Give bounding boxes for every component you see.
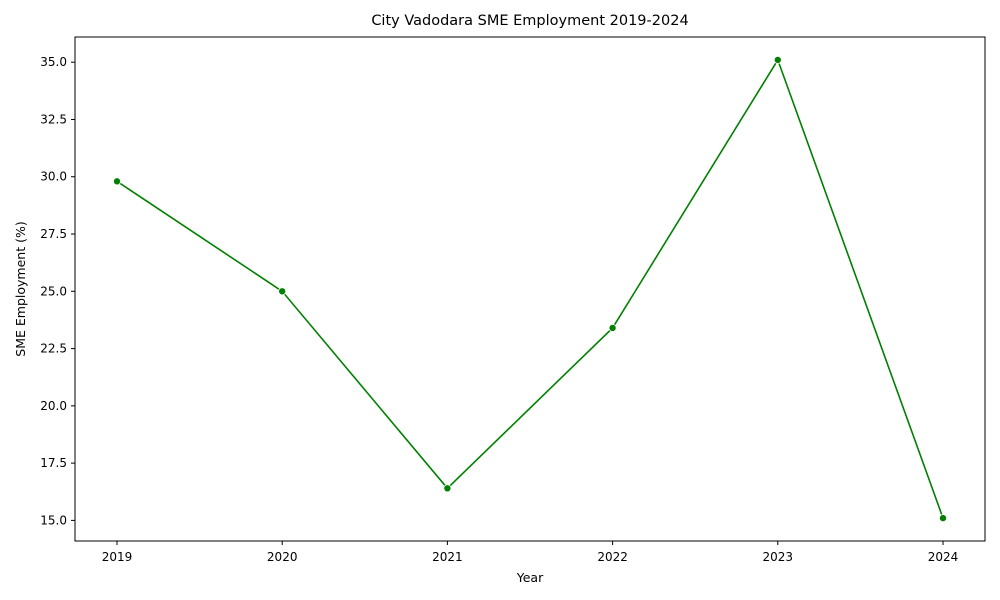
x-tick-label: 2019 xyxy=(102,550,133,564)
x-axis-label: Year xyxy=(516,570,544,585)
series-line xyxy=(116,58,944,519)
y-tick-label: 30.0 xyxy=(40,170,67,184)
x-tick-label: 2020 xyxy=(267,550,298,564)
y-tick-label: 17.5 xyxy=(40,456,67,470)
data-point xyxy=(113,177,122,186)
y-tick-label: 15.0 xyxy=(40,513,67,527)
y-tick-label: 27.5 xyxy=(40,227,67,241)
y-tick-label: 32.5 xyxy=(40,112,67,126)
x-tick-label: 2021 xyxy=(432,550,463,564)
data-point xyxy=(608,323,617,332)
data-point xyxy=(278,287,287,296)
y-tick-label: 35.0 xyxy=(40,55,67,69)
x-tick-label: 2024 xyxy=(928,550,959,564)
plot-area-frame xyxy=(74,36,986,542)
y-tick-label: 20.0 xyxy=(40,399,67,413)
x-tick-label: 2023 xyxy=(763,550,794,564)
chart-title: City Vadodara SME Employment 2019-2024 xyxy=(371,13,688,29)
y-tick-label: 25.0 xyxy=(40,284,67,298)
data-point xyxy=(443,484,452,493)
y-tick-label: 22.5 xyxy=(40,342,67,356)
data-point xyxy=(939,514,948,523)
y-axis-label: SME Employment (%) xyxy=(13,221,28,356)
data-point xyxy=(773,55,782,64)
x-tick-label: 2022 xyxy=(597,550,628,564)
